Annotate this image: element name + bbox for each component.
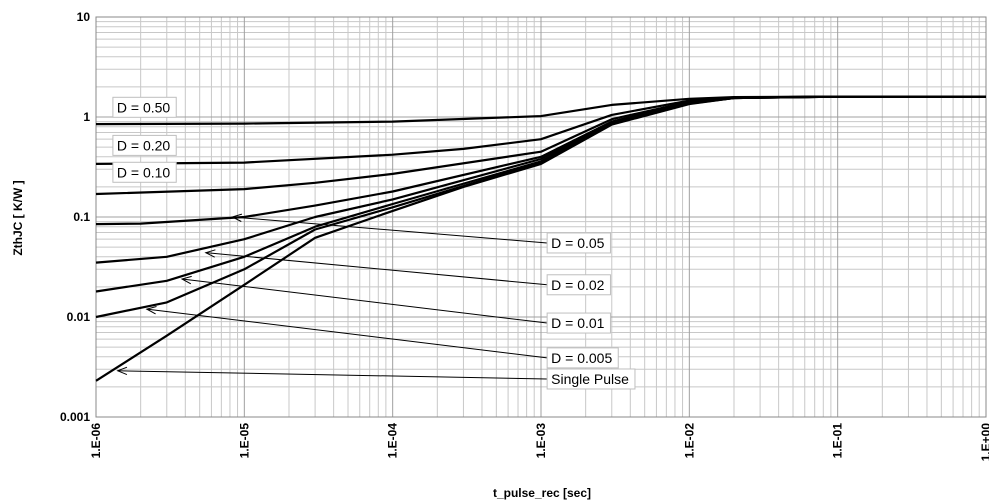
annotation-box [546, 312, 611, 334]
annotation-d-0-50: D = 0.50 [112, 96, 177, 118]
annotation-label: D = 0.005 [551, 350, 612, 366]
y-tick-labels: 10 1 0.1 0.01 0.001 [60, 10, 90, 424]
annotation-label: D = 0.01 [551, 315, 605, 331]
annotation-arrowhead [145, 306, 157, 315]
annotation-single-pulse: Single Pulse [546, 368, 636, 390]
x-axis-title: t_pulse_rec [sec] [493, 486, 591, 500]
annotation-d-0-10: D = 0.10 [112, 161, 177, 183]
annotation-arrowhead [180, 275, 192, 285]
plot-frame [95, 16, 987, 418]
y-tick-label: 0.01 [67, 310, 91, 324]
x-tick-label: 1.E-05 [237, 423, 251, 459]
annotation-arrow-line [117, 370, 548, 380]
annotation-arrows [116, 213, 548, 380]
y-tick-label: 10 [77, 10, 91, 24]
annotation-box [546, 347, 619, 369]
x-tick-labels: 1.E-06 1.E-05 1.E-04 1.E-03 1.E-02 1.E-01 1.E+… [89, 423, 989, 462]
y-tick-label: 1 [83, 110, 90, 124]
annotation-box [546, 232, 611, 254]
annotation-d-0-005: D = 0.005 [546, 347, 619, 369]
annotation-d-0-01: D = 0.01 [546, 312, 611, 334]
annotation-arrow-line [232, 216, 548, 244]
annotation-labels: D = 0.50 D = 0.20 D = 0.10 D = 0.05 D = 0.02… [112, 96, 636, 390]
x-tick-label: 1.E+00 [979, 423, 989, 462]
series-layer [95, 95, 986, 382]
annotation-arrowhead [116, 366, 128, 376]
annotation-box [112, 161, 177, 183]
y-axis-title: ZthJC [ K/W ] [11, 180, 25, 255]
series-line-single-pulse [95, 95, 986, 382]
y-tick-label: 0.001 [60, 410, 90, 424]
annotation-label: D = 0.10 [117, 164, 171, 180]
annotation-arrow-line [205, 252, 548, 286]
annotation-d-0-20: D = 0.20 [112, 134, 177, 156]
annotation-arrow-line [146, 308, 548, 359]
annotation-d-0-02: D = 0.02 [546, 274, 611, 296]
x-tick-label: 1.E-06 [89, 423, 103, 459]
annotation-box [546, 274, 611, 296]
annotation-box [546, 368, 636, 390]
annotation-box [112, 96, 177, 118]
x-tick-label: 1.E-04 [386, 423, 400, 459]
annotation-arrow-line [181, 278, 548, 324]
x-tick-label: 1.E-02 [682, 423, 696, 459]
annotation-box [112, 134, 177, 156]
annotation-label: D = 0.20 [117, 137, 171, 153]
annotation-d-0-05: D = 0.05 [546, 232, 611, 254]
annotation-label: D = 0.02 [551, 277, 605, 293]
annotation-label: D = 0.05 [551, 235, 605, 251]
x-tick-label: 1.E-03 [534, 423, 548, 459]
annotation-arrowhead [230, 213, 243, 222]
annotation-label: D = 0.50 [117, 99, 171, 115]
x-tick-label: 1.E-01 [831, 423, 845, 459]
y-tick-label: 0.1 [73, 210, 90, 224]
annotation-label: Single Pulse [551, 371, 629, 387]
annotation-arrowhead [204, 249, 216, 258]
